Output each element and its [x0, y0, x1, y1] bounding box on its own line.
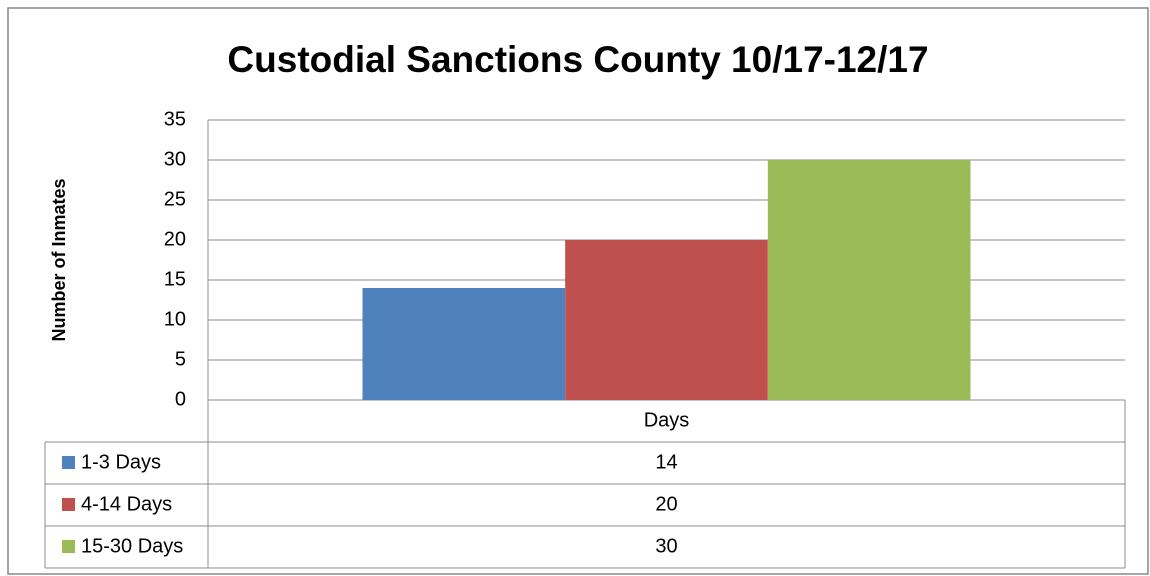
- table-value: 14: [655, 451, 677, 473]
- y-tick-label: 25: [164, 188, 186, 210]
- legend-key: [62, 498, 75, 511]
- legend-label: 1-3 Days: [81, 451, 161, 473]
- x-tick-label: Days: [644, 409, 690, 431]
- chart-title: Custodial Sanctions County 10/17-12/17: [227, 39, 928, 80]
- y-tick-label: 10: [164, 308, 186, 330]
- y-tick-label: 5: [175, 348, 186, 370]
- bar: [565, 240, 768, 400]
- y-axis-label: Number of Inmates: [49, 178, 69, 341]
- bar: [767, 160, 971, 400]
- y-tick-label: 15: [164, 268, 186, 290]
- legend-key: [62, 456, 75, 469]
- y-tick-label: 30: [164, 148, 186, 170]
- table-value: 20: [655, 493, 677, 515]
- legend-key: [62, 540, 75, 553]
- table-value: 30: [655, 535, 677, 557]
- y-tick-label: 20: [164, 228, 186, 250]
- legend-label: 15-30 Days: [81, 535, 183, 557]
- legend-label: 4-14 Days: [81, 493, 172, 515]
- bar: [362, 288, 566, 400]
- y-tick-label: 35: [164, 108, 186, 130]
- y-tick-label: 0: [175, 388, 186, 410]
